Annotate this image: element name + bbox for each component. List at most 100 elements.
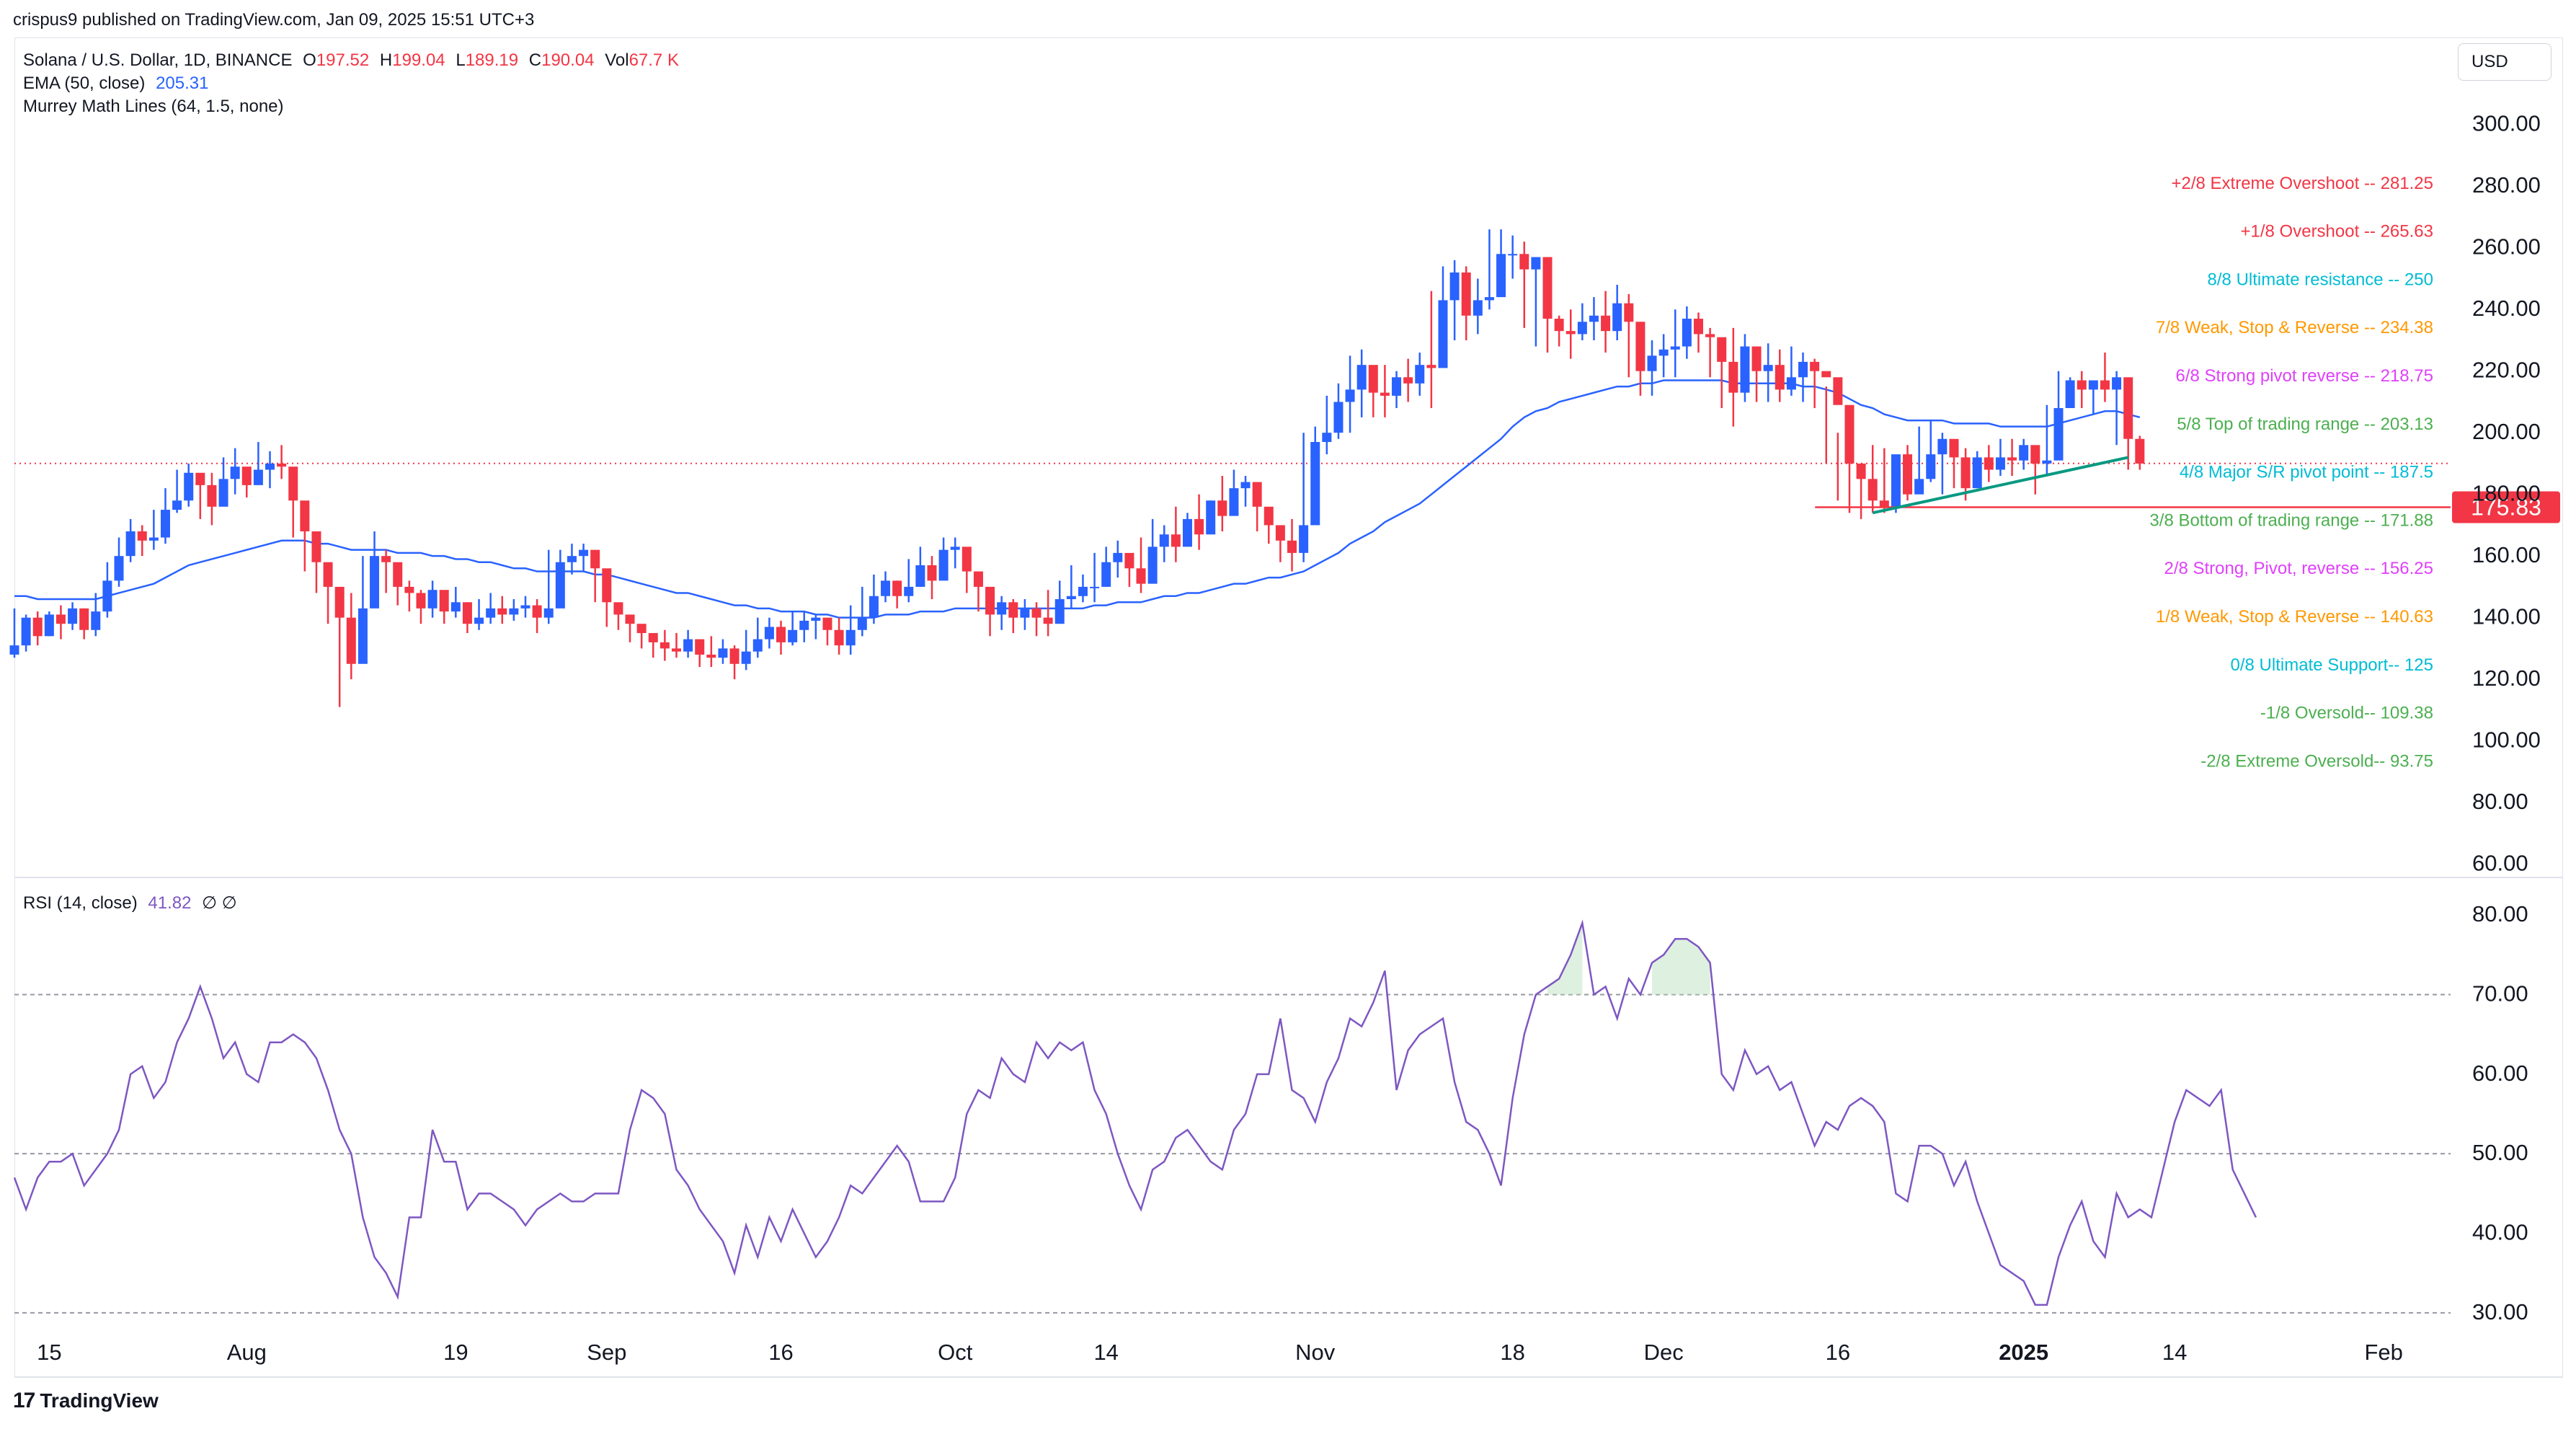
candle bbox=[1937, 433, 1947, 495]
candle bbox=[2007, 438, 2017, 477]
author-name[interactable]: crispus9 bbox=[13, 10, 78, 30]
candle bbox=[265, 451, 275, 489]
candle bbox=[427, 580, 438, 618]
time-tick-label: 19 bbox=[443, 1340, 468, 1365]
candle bbox=[1356, 349, 1367, 417]
candle bbox=[253, 442, 263, 485]
candle-body bbox=[1392, 377, 1402, 396]
candle bbox=[1926, 420, 1936, 482]
candle-body bbox=[659, 642, 670, 649]
candle bbox=[659, 629, 670, 661]
candle-body bbox=[462, 602, 472, 624]
candle-body bbox=[1937, 438, 1947, 455]
candle-body bbox=[1995, 457, 2005, 470]
legend-rsi-label[interactable]: RSI (14, close) bbox=[23, 893, 138, 913]
legend-close-label: C bbox=[528, 50, 542, 70]
candle bbox=[381, 549, 391, 593]
murrey-level-label: +1/8 Overshoot -- 265.63 bbox=[2241, 222, 2434, 242]
legend-symbol[interactable]: Solana / U.S. Dollar, 1D, BINANCE bbox=[23, 50, 293, 70]
candle-body bbox=[277, 463, 287, 467]
candle bbox=[1113, 540, 1123, 578]
rsi-tick-label: 50.00 bbox=[2472, 1140, 2528, 1165]
candle bbox=[1949, 438, 1959, 489]
time-tick-label: 16 bbox=[1826, 1340, 1850, 1365]
candle bbox=[1345, 355, 1355, 433]
candle-body bbox=[2088, 380, 2098, 390]
candle bbox=[1171, 506, 1181, 562]
candle bbox=[148, 510, 159, 550]
time-tick-label: 18 bbox=[1500, 1340, 1524, 1365]
price-tick-label: 240.00 bbox=[2472, 296, 2541, 321]
candle bbox=[172, 469, 182, 513]
candle bbox=[590, 549, 600, 603]
candle-body bbox=[1206, 500, 1216, 535]
candle bbox=[114, 537, 124, 587]
candle bbox=[567, 544, 577, 575]
rsi-overbought-fill bbox=[1652, 939, 1710, 995]
candle-body bbox=[1658, 349, 1669, 356]
legend-murrey-label[interactable]: Murrey Math Lines (64, 1.5, none) bbox=[23, 97, 284, 116]
candle bbox=[1879, 448, 1889, 513]
murrey-lines-layer: +2/8 Extreme Overshoot -- 281.25 +1/8 Ove… bbox=[2149, 174, 2433, 771]
candle-body bbox=[1229, 488, 1239, 516]
candle bbox=[2053, 371, 2064, 461]
legend-vol: 67.7 K bbox=[629, 50, 679, 70]
candle bbox=[1658, 334, 1669, 378]
price-tick-label: 80.00 bbox=[2472, 789, 2528, 814]
candle bbox=[160, 488, 170, 544]
candle bbox=[845, 605, 856, 655]
candle-body bbox=[2030, 445, 2040, 464]
candle bbox=[973, 571, 983, 612]
tradingview-logo[interactable]: 17 TradingView bbox=[13, 1389, 159, 1413]
murrey-level-label: 7/8 Weak, Stop & Reverse -- 234.38 bbox=[2156, 318, 2433, 337]
candle bbox=[869, 574, 879, 624]
candle-body bbox=[1020, 608, 1030, 618]
candle bbox=[1461, 266, 1471, 340]
time-tick-label: 14 bbox=[1093, 1340, 1118, 1365]
candle-body bbox=[892, 580, 902, 596]
legend-rsi-row: RSI (14, close) 41.82 ∅ ∅ bbox=[23, 893, 243, 913]
candle bbox=[207, 472, 217, 526]
candle-body bbox=[997, 602, 1007, 615]
candle bbox=[2123, 377, 2133, 470]
candle-body bbox=[1275, 525, 1285, 541]
candle-body bbox=[207, 485, 217, 507]
candle bbox=[2112, 371, 2122, 446]
murrey-level-label: 4/8 Major S/R pivot point -- 187.5 bbox=[2180, 463, 2433, 482]
candle-body bbox=[695, 639, 705, 655]
candle-body bbox=[1531, 257, 1541, 270]
candle-body bbox=[834, 629, 844, 646]
time-tick-label: Aug bbox=[227, 1340, 267, 1365]
candle bbox=[323, 562, 333, 624]
candle bbox=[21, 614, 31, 652]
candle bbox=[695, 639, 705, 668]
currency-button[interactable]: USD bbox=[2458, 43, 2551, 81]
candle-body bbox=[1775, 365, 1785, 390]
candle bbox=[1786, 346, 1796, 396]
legend-ema-label[interactable]: EMA (50, close) bbox=[23, 74, 146, 93]
candle bbox=[1078, 574, 1088, 603]
candle-body bbox=[2112, 377, 2122, 390]
candle bbox=[904, 559, 914, 603]
candle-body bbox=[1171, 534, 1181, 547]
candle-body bbox=[1113, 552, 1123, 562]
candle bbox=[915, 547, 925, 587]
candle-body bbox=[625, 614, 635, 624]
candle bbox=[985, 586, 995, 637]
candle bbox=[125, 518, 136, 562]
candle-body bbox=[857, 617, 867, 630]
candle bbox=[404, 580, 414, 612]
candle-body bbox=[300, 500, 310, 531]
candle bbox=[1020, 599, 1030, 630]
candle-body bbox=[1903, 454, 1913, 495]
candle-body bbox=[1508, 254, 1518, 256]
time-tick-label: Oct bbox=[938, 1340, 973, 1365]
candle-body bbox=[218, 479, 228, 507]
candle bbox=[1438, 266, 1448, 368]
candle bbox=[1867, 445, 1878, 513]
candle-body bbox=[927, 565, 937, 581]
candle bbox=[1531, 257, 1541, 347]
candle bbox=[1519, 242, 1529, 328]
candle bbox=[1263, 506, 1274, 544]
